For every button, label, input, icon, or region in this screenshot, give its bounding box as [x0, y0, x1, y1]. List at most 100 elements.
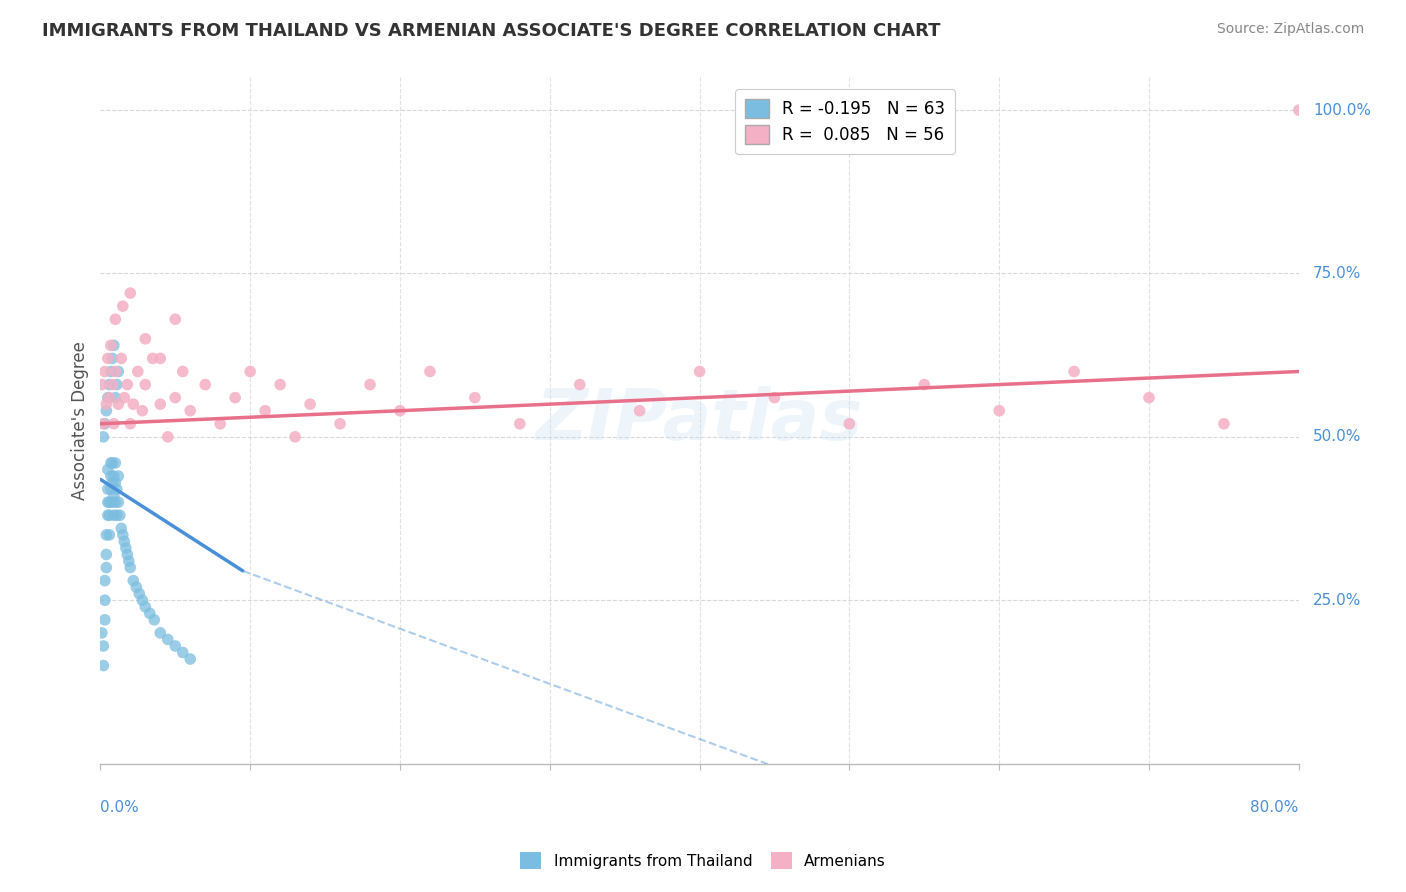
Text: Source: ZipAtlas.com: Source: ZipAtlas.com: [1216, 22, 1364, 37]
Point: [107, 495, 129, 509]
Text: 100.0%: 100.0%: [1313, 103, 1371, 118]
Point: [93, 639, 115, 653]
Point: [103, 489, 125, 503]
Point: [112, 391, 135, 405]
Point: [98, 528, 121, 542]
Text: 80.0%: 80.0%: [1250, 799, 1299, 814]
Legend: Immigrants from Thailand, Armenians: Immigrants from Thailand, Armenians: [515, 846, 891, 875]
Point: [104, 312, 127, 326]
Point: [299, 397, 322, 411]
Point: [912, 377, 935, 392]
Point: [90, 626, 112, 640]
Point: [117, 377, 139, 392]
Point: [98, 377, 121, 392]
Point: [103, 338, 125, 352]
Point: [94, 417, 117, 431]
Point: [127, 364, 149, 378]
Point: [104, 364, 127, 378]
Point: [110, 521, 132, 535]
Point: [117, 548, 139, 562]
Point: [108, 508, 131, 523]
Point: [209, 417, 232, 431]
Point: [101, 475, 124, 490]
Text: 50.0%: 50.0%: [1313, 429, 1361, 444]
Point: [134, 332, 156, 346]
Point: [139, 607, 162, 621]
Point: [156, 430, 179, 444]
Point: [94, 364, 117, 378]
Point: [120, 560, 142, 574]
Point: [97, 482, 120, 496]
Point: [105, 482, 128, 496]
Point: [104, 475, 127, 490]
Point: [98, 508, 121, 523]
Legend: R = -0.195   N = 63, R =  0.085   N = 56: R = -0.195 N = 63, R = 0.085 N = 56: [735, 89, 955, 154]
Point: [329, 417, 352, 431]
Point: [128, 587, 150, 601]
Point: [149, 397, 172, 411]
Point: [118, 554, 141, 568]
Point: [838, 417, 860, 431]
Point: [90, 377, 112, 392]
Point: [120, 417, 142, 431]
Point: [98, 495, 121, 509]
Point: [93, 430, 115, 444]
Point: [149, 626, 172, 640]
Point: [568, 377, 591, 392]
Point: [103, 508, 125, 523]
Point: [239, 364, 262, 378]
Point: [96, 560, 118, 574]
Text: ZIPatlas: ZIPatlas: [536, 386, 863, 455]
Point: [142, 351, 165, 366]
Point: [131, 403, 153, 417]
Point: [134, 599, 156, 614]
Point: [104, 456, 127, 470]
Point: [111, 528, 134, 542]
Point: [111, 299, 134, 313]
Point: [104, 391, 127, 405]
Point: [114, 541, 136, 555]
Text: IMMIGRANTS FROM THAILAND VS ARMENIAN ASSOCIATE'S DEGREE CORRELATION CHART: IMMIGRANTS FROM THAILAND VS ARMENIAN ASS…: [42, 22, 941, 40]
Point: [172, 364, 194, 378]
Point: [131, 593, 153, 607]
Point: [125, 580, 148, 594]
Point: [96, 548, 118, 562]
Point: [988, 403, 1011, 417]
Point: [101, 495, 124, 509]
Point: [93, 658, 115, 673]
Point: [101, 377, 124, 392]
Point: [103, 469, 125, 483]
Point: [122, 397, 145, 411]
Point: [94, 593, 117, 607]
Point: [98, 391, 121, 405]
Point: [179, 403, 201, 417]
Point: [104, 495, 127, 509]
Point: [97, 462, 120, 476]
Point: [93, 417, 115, 431]
Point: [97, 508, 120, 523]
Point: [284, 430, 307, 444]
Point: [1288, 103, 1310, 117]
Point: [1213, 417, 1236, 431]
Point: [110, 351, 132, 366]
Point: [165, 391, 187, 405]
Text: 75.0%: 75.0%: [1313, 266, 1361, 281]
Point: [269, 377, 291, 392]
Point: [94, 613, 117, 627]
Point: [107, 469, 129, 483]
Point: [1063, 364, 1085, 378]
Point: [100, 469, 122, 483]
Point: [100, 456, 122, 470]
Point: [143, 613, 166, 627]
Point: [97, 351, 120, 366]
Point: [120, 286, 142, 301]
Point: [172, 645, 194, 659]
Point: [464, 391, 486, 405]
Point: [112, 534, 135, 549]
Point: [105, 377, 128, 392]
Point: [149, 351, 172, 366]
Text: 0.0%: 0.0%: [100, 799, 139, 814]
Point: [96, 528, 118, 542]
Point: [101, 351, 124, 366]
Point: [97, 495, 120, 509]
